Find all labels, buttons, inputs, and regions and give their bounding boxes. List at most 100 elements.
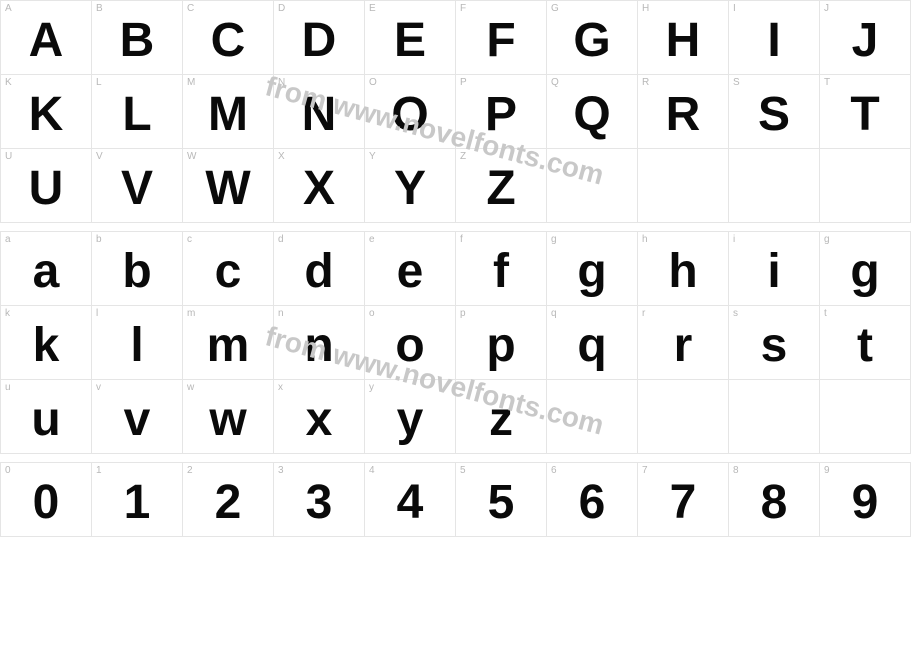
- cell-label: a: [5, 234, 11, 245]
- cell-glyph: g: [577, 248, 606, 296]
- cell-label: h: [642, 234, 648, 245]
- cell-glyph: x: [306, 396, 333, 444]
- glyph-cell: II: [729, 1, 820, 75]
- glyph-cell: LL: [92, 75, 183, 149]
- cell-label: k: [5, 308, 10, 319]
- cell-label: R: [642, 77, 649, 88]
- cell-label: f: [460, 234, 463, 245]
- cell-glyph: p: [486, 322, 515, 370]
- glyph-cell: mm: [183, 306, 274, 380]
- cell-glyph: R: [666, 91, 701, 139]
- cell-glyph: 8: [761, 479, 788, 527]
- cell-label: A: [5, 3, 12, 14]
- cell-glyph: M: [208, 91, 248, 139]
- cell-glyph: B: [120, 17, 155, 65]
- cell-glyph: X: [303, 165, 335, 213]
- cell-glyph: C: [211, 17, 246, 65]
- cell-glyph: q: [577, 322, 606, 370]
- cell-label: K: [5, 77, 12, 88]
- glyph-cell: 00: [1, 463, 92, 537]
- glyph-cell: uu: [1, 380, 92, 454]
- cell-label: z: [460, 382, 465, 393]
- cell-label: l: [96, 308, 98, 319]
- glyph-cell: GG: [547, 1, 638, 75]
- cell-glyph: 3: [306, 479, 333, 527]
- cell-label: s: [733, 308, 738, 319]
- cell-glyph: Z: [486, 165, 515, 213]
- cell-glyph: 2: [215, 479, 242, 527]
- cell-glyph: m: [207, 322, 250, 370]
- glyph-cell: hh: [638, 232, 729, 306]
- cell-label: w: [187, 382, 194, 393]
- cell-label: Z: [460, 151, 466, 162]
- cell-glyph: 6: [579, 479, 606, 527]
- glyph-cell: 22: [183, 463, 274, 537]
- cell-label: M: [187, 77, 195, 88]
- cell-glyph: L: [122, 91, 151, 139]
- cell-label: I: [733, 3, 736, 14]
- cell-glyph: U: [29, 165, 64, 213]
- glyph-cell: 99: [820, 463, 911, 537]
- glyph-cell: WW: [183, 149, 274, 223]
- cell-label: m: [187, 308, 195, 319]
- cell-glyph: S: [758, 91, 790, 139]
- cell-glyph: a: [33, 248, 60, 296]
- glyph-cell: gg: [820, 232, 911, 306]
- cell-label: 7: [642, 465, 648, 476]
- cell-label: t: [824, 308, 827, 319]
- glyph-cell: XX: [274, 149, 365, 223]
- glyph-cell: ww: [183, 380, 274, 454]
- cell-label: F: [460, 3, 466, 14]
- cell-glyph: 7: [670, 479, 697, 527]
- cell-glyph: d: [304, 248, 333, 296]
- cell-label: e: [369, 234, 375, 245]
- cell-label: L: [96, 77, 102, 88]
- uppercase-section: AABBCCDDEEFFGGHHIIJJKKLLMMNNOOPPQQRRSSTT…: [0, 0, 911, 223]
- cell-glyph: i: [767, 248, 780, 296]
- glyph-cell: EE: [365, 1, 456, 75]
- cell-glyph: F: [486, 17, 515, 65]
- cell-label: b: [96, 234, 102, 245]
- glyph-cell: ss: [729, 306, 820, 380]
- cell-label: p: [460, 308, 466, 319]
- glyph-cell: [638, 380, 729, 454]
- cell-label: C: [187, 3, 194, 14]
- glyph-cell: YY: [365, 149, 456, 223]
- cell-glyph: T: [850, 91, 879, 139]
- cell-label: J: [824, 3, 829, 14]
- glyph-cell: TT: [820, 75, 911, 149]
- cell-glyph: E: [394, 17, 426, 65]
- cell-label: y: [369, 382, 374, 393]
- cell-glyph: y: [397, 396, 424, 444]
- cell-label: V: [96, 151, 103, 162]
- glyph-cell: ii: [729, 232, 820, 306]
- cell-label: G: [551, 3, 559, 14]
- numbers-section: 00112233445566778899: [0, 462, 911, 537]
- glyph-cell: [729, 149, 820, 223]
- cell-glyph: G: [573, 17, 610, 65]
- glyph-cell: vv: [92, 380, 183, 454]
- lowercase-grid: aabbccddeeffgghhiiggkkllmmnnooppqqrrsstt…: [0, 231, 911, 454]
- glyph-cell: KK: [1, 75, 92, 149]
- cell-glyph: z: [489, 396, 513, 444]
- cell-label: r: [642, 308, 645, 319]
- glyph-cell: QQ: [547, 75, 638, 149]
- cell-glyph: k: [33, 322, 60, 370]
- lowercase-section: aabbccddeeffgghhiiggkkllmmnnooppqqrrsstt…: [0, 231, 911, 454]
- cell-label: g: [824, 234, 830, 245]
- glyph-cell: PP: [456, 75, 547, 149]
- glyph-cell: BB: [92, 1, 183, 75]
- cell-label: 8: [733, 465, 739, 476]
- cell-glyph: K: [29, 91, 64, 139]
- glyph-cell: 77: [638, 463, 729, 537]
- glyph-cell: 11: [92, 463, 183, 537]
- cell-label: v: [96, 382, 101, 393]
- cell-label: i: [733, 234, 735, 245]
- cell-label: o: [369, 308, 375, 319]
- cell-glyph: 5: [488, 479, 515, 527]
- cell-glyph: 0: [33, 479, 60, 527]
- glyph-cell: UU: [1, 149, 92, 223]
- numbers-grid: 00112233445566778899: [0, 462, 911, 537]
- cell-glyph: c: [215, 248, 242, 296]
- cell-label: T: [824, 77, 830, 88]
